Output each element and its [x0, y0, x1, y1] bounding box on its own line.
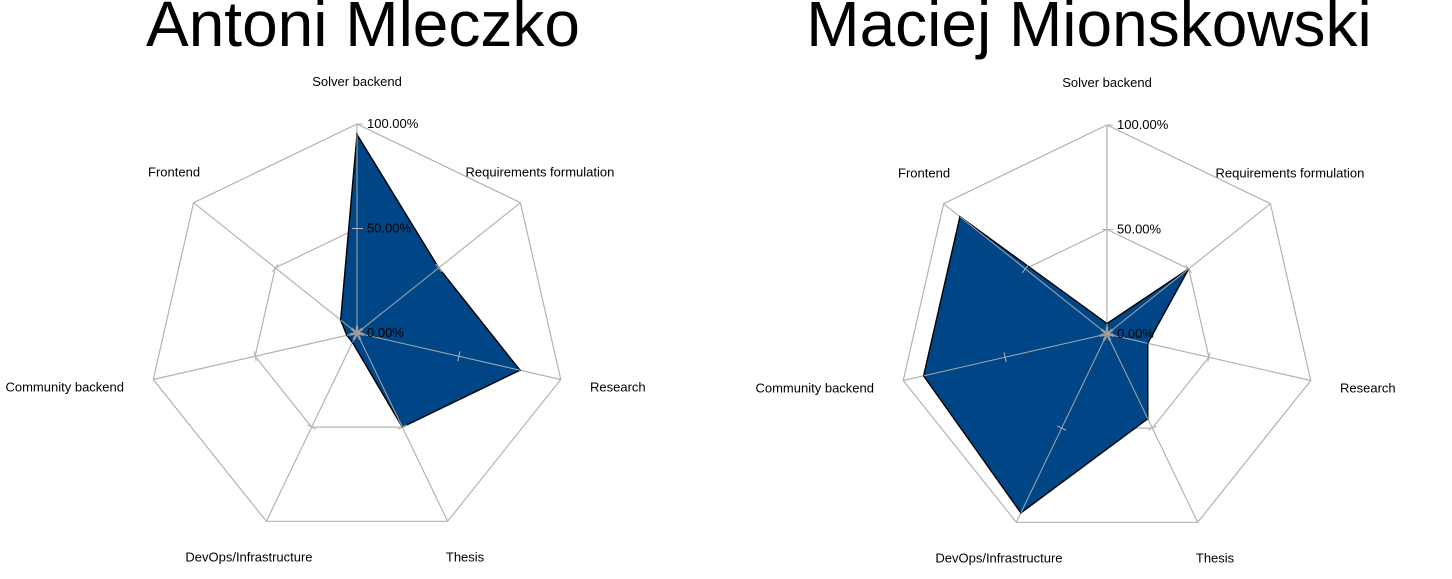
axis-spoke-over	[1106, 333, 1149, 419]
category-label: Research	[1340, 381, 1396, 396]
grid-ring-1	[902, 124, 1312, 523]
axis-tick	[457, 351, 461, 362]
axis-tick	[253, 351, 257, 362]
axis-spoke-over	[356, 267, 440, 334]
radar-panel-maciej: Maciej Mionskowski 0.00% 50.00% 100.00% Sol…	[726, 0, 1452, 579]
axis-spoke-over	[1020, 333, 1108, 514]
grid-ring-1	[152, 123, 562, 522]
axis-tick	[1207, 352, 1211, 363]
radial-tick-label: 100.00%	[367, 116, 419, 131]
category-label: Community backend	[5, 380, 124, 395]
axis-spoke-over	[1106, 268, 1190, 335]
category-label: Frontend	[148, 165, 200, 180]
radial-tick-label: 50.00%	[1117, 222, 1162, 237]
radial-tick-label: 0.00%	[1117, 326, 1154, 341]
category-label: Thesis	[1196, 550, 1235, 565]
radial-tick-label: 50.00%	[367, 221, 412, 236]
axis-tick	[1147, 425, 1158, 431]
axis-spoke-over	[356, 332, 403, 428]
axis-tick	[435, 263, 443, 273]
radial-tick-label: 100.00%	[1117, 117, 1169, 132]
axis-tick	[1003, 352, 1007, 363]
category-label: DevOps/Infrastructure	[185, 549, 312, 564]
radar-chart: 0.00% 50.00% 100.00% Solver backend Requirem…	[5, 74, 646, 564]
axis-tick	[271, 263, 279, 273]
category-label: Frontend	[898, 166, 950, 181]
chart-title: Maciej Mionskowski	[806, 0, 1372, 60]
data-polygon	[339, 132, 522, 429]
category-label: Thesis	[446, 549, 485, 564]
category-label: Requirements formulation	[1216, 166, 1365, 181]
axis-tick	[1185, 264, 1193, 274]
center-tick	[350, 327, 358, 334]
category-label: Solver backend	[312, 74, 402, 89]
axis-spoke-over	[356, 332, 521, 371]
category-label: Requirements formulation	[466, 165, 615, 180]
radial-tick-label: 0.00%	[367, 325, 404, 340]
axis-tick	[397, 424, 408, 430]
category-label: DevOps/Infrastructure	[935, 550, 1062, 565]
radar-panel-antoni: Antoni Mleczko 0.00% 50.00% 100.00% Solver …	[5, 0, 646, 564]
category-label: Research	[590, 380, 646, 395]
center-tick	[1100, 328, 1108, 335]
axis-spoke-over	[923, 333, 1108, 377]
axis-spoke-over	[959, 216, 1108, 335]
chart-title: Antoni Mleczko	[146, 0, 580, 60]
radar-chart: 0.00% 50.00% 100.00% Solver backend Requirem…	[755, 75, 1396, 565]
axis-tick	[1056, 425, 1067, 431]
axis-tick	[306, 424, 317, 430]
category-label: Solver backend	[1062, 75, 1152, 90]
category-label: Community backend	[755, 381, 874, 396]
data-polygon	[922, 215, 1190, 514]
axis-tick	[1021, 264, 1029, 274]
